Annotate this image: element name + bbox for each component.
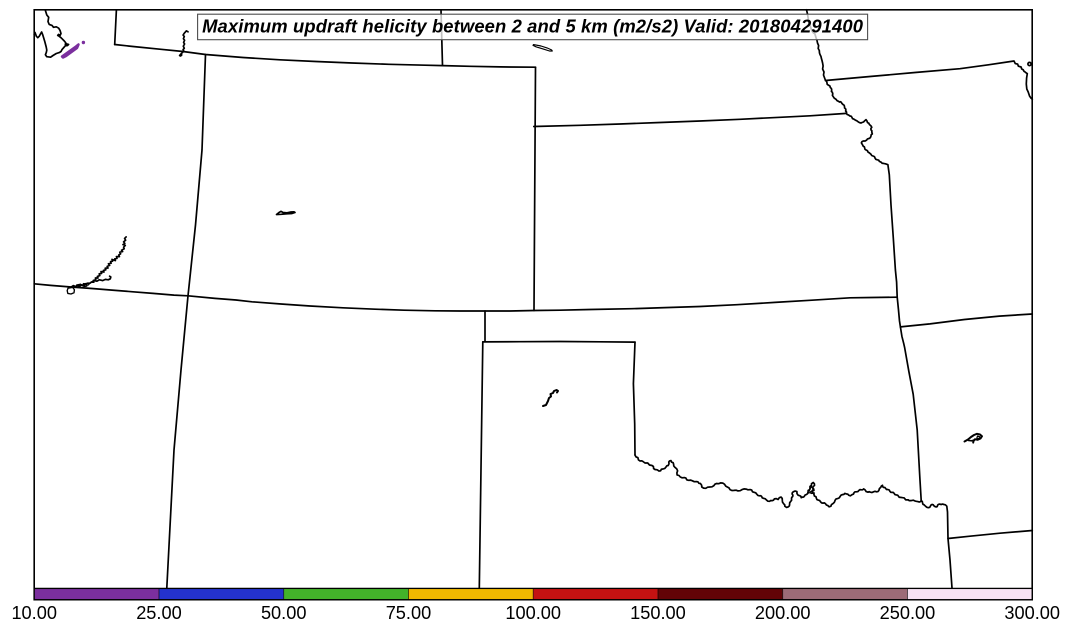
svg-text:10.00: 10.00 [11,603,57,623]
svg-text:25.00: 25.00 [136,603,182,623]
svg-text:150.00: 150.00 [630,603,686,623]
svg-text:250.00: 250.00 [880,603,936,623]
svg-text:300.00: 300.00 [1004,603,1060,623]
svg-text:100.00: 100.00 [505,603,561,623]
svg-text:50.00: 50.00 [261,603,307,623]
svg-text:Maximum updraft helicity betwe: Maximum updraft helicity between 2 and 5… [202,16,864,37]
svg-text:200.00: 200.00 [755,603,811,623]
svg-text:75.00: 75.00 [386,603,432,623]
